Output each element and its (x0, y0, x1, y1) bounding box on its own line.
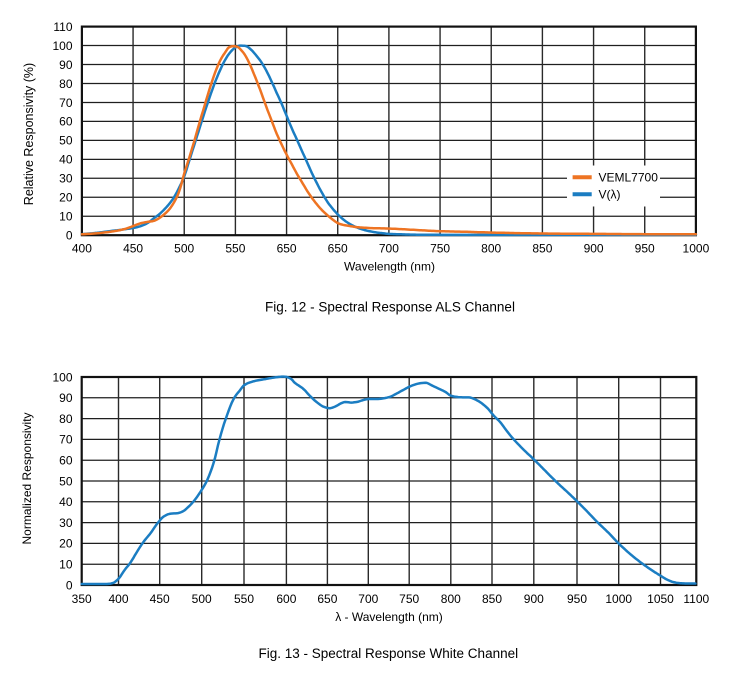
svg-text:50: 50 (59, 474, 73, 488)
svg-text:1000: 1000 (605, 592, 632, 606)
svg-text:850: 850 (482, 592, 502, 606)
svg-text:1100: 1100 (683, 592, 709, 606)
svg-text:700: 700 (358, 592, 378, 606)
svg-text:90: 90 (59, 58, 73, 72)
svg-text:1000: 1000 (683, 242, 710, 256)
svg-text:1050: 1050 (647, 592, 674, 606)
svg-text:850: 850 (532, 242, 552, 256)
svg-text:VEML7700: VEML7700 (599, 171, 659, 185)
svg-text:900: 900 (584, 242, 604, 256)
svg-text:400: 400 (72, 242, 92, 256)
svg-text:950: 950 (635, 242, 655, 256)
svg-text:90: 90 (59, 391, 73, 405)
svg-text:0: 0 (66, 578, 73, 592)
svg-text:10: 10 (59, 558, 73, 572)
svg-text:20: 20 (59, 537, 73, 551)
svg-text:900: 900 (524, 592, 544, 606)
svg-text:800: 800 (481, 242, 501, 256)
svg-text:450: 450 (123, 242, 143, 256)
svg-text:750: 750 (399, 592, 419, 606)
svg-text:40: 40 (59, 495, 73, 509)
svg-text:60: 60 (59, 454, 73, 468)
svg-text:750: 750 (430, 242, 450, 256)
svg-text:0: 0 (66, 229, 73, 243)
svg-text:650: 650 (277, 242, 297, 256)
svg-text:50: 50 (59, 134, 73, 148)
svg-text:80: 80 (59, 77, 73, 91)
svg-text:80: 80 (59, 412, 73, 426)
svg-text:110: 110 (53, 20, 72, 34)
svg-text:800: 800 (441, 592, 461, 606)
svg-text:650: 650 (328, 242, 348, 256)
svg-text:950: 950 (567, 592, 587, 606)
svg-text:100: 100 (52, 370, 72, 384)
svg-text:70: 70 (59, 433, 73, 447)
svg-text:650: 650 (317, 592, 337, 606)
svg-text:V(λ): V(λ) (599, 188, 621, 202)
svg-text:Normalized Responsivity: Normalized Responsivity (20, 412, 34, 544)
svg-text:20: 20 (59, 191, 73, 205)
svg-text:70: 70 (59, 96, 73, 110)
svg-text:10: 10 (59, 210, 73, 224)
svg-text:Fig. 13 - Spectral Response Wh: Fig. 13 - Spectral Response White Channe… (258, 646, 518, 661)
svg-text:100: 100 (52, 39, 72, 53)
svg-text:Fig. 12 - Spectral Response AL: Fig. 12 - Spectral Response ALS Channel (265, 299, 515, 314)
svg-text:40: 40 (59, 153, 73, 167)
svg-text:400: 400 (108, 592, 128, 606)
svg-text:700: 700 (379, 242, 399, 256)
svg-text:450: 450 (150, 592, 170, 606)
svg-text:600: 600 (276, 592, 296, 606)
svg-text:30: 30 (59, 516, 73, 530)
svg-text:350: 350 (72, 592, 92, 606)
svg-text:30: 30 (59, 172, 73, 186)
svg-text:λ - Wavelength (nm): λ - Wavelength (nm) (335, 610, 443, 624)
svg-text:500: 500 (174, 242, 194, 256)
svg-text:550: 550 (234, 592, 254, 606)
svg-text:Wavelength (nm): Wavelength (nm) (344, 259, 435, 273)
svg-text:500: 500 (192, 592, 212, 606)
svg-text:550: 550 (225, 242, 245, 256)
svg-text:60: 60 (59, 115, 73, 129)
svg-text:Relative Responsivity (%): Relative Responsivity (%) (22, 63, 36, 205)
